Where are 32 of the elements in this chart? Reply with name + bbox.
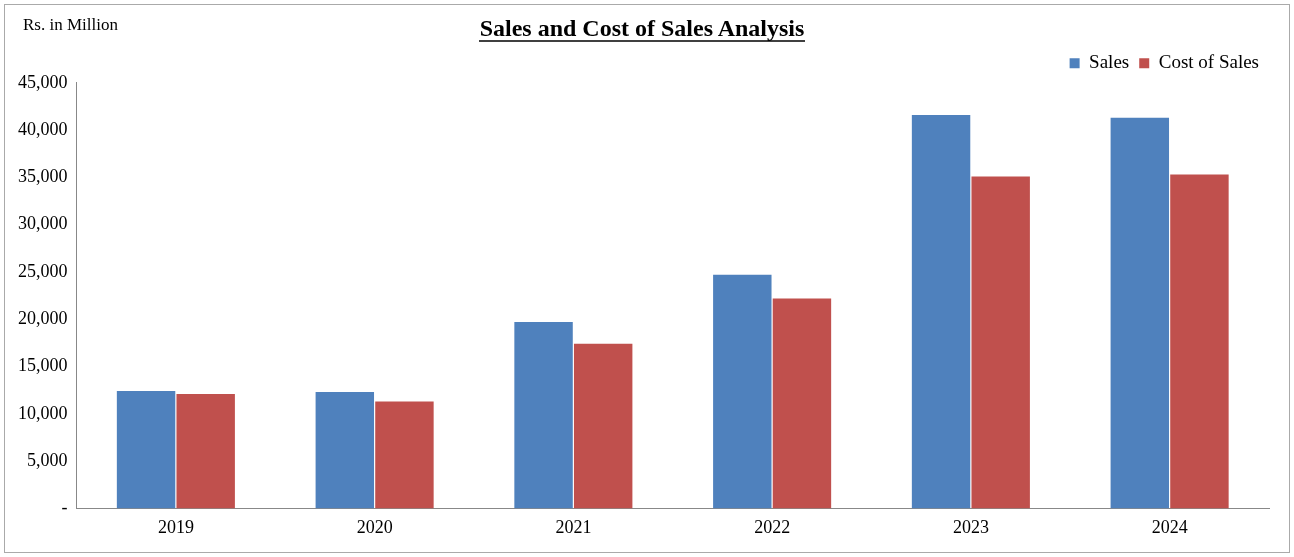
y-tick-label: 45,000 — [18, 71, 68, 92]
y-tick-label: 35,000 — [18, 166, 68, 187]
y-tick-label: 20,000 — [18, 307, 68, 328]
y-tick-label: 25,000 — [18, 260, 68, 281]
bar — [514, 322, 573, 509]
legend-label: Cost of Sales — [1158, 51, 1259, 73]
x-tick-label: 2023 — [952, 516, 989, 537]
bar — [911, 114, 971, 509]
bar — [971, 176, 1030, 509]
y-tick-label: 5,000 — [27, 449, 68, 470]
bar — [1110, 117, 1170, 509]
y-tick-label: - — [61, 497, 68, 518]
chart-title: Sales and Cost of Sales Analysis — [479, 14, 805, 41]
y-axis-title: Rs. in Million — [23, 14, 119, 34]
y-tick-label: 40,000 — [18, 118, 68, 139]
y-tick-label: 30,000 — [18, 213, 68, 234]
x-tick-label: 2019 — [157, 516, 194, 537]
bar — [176, 393, 235, 509]
bar — [315, 392, 375, 509]
x-tick-label: 2022 — [754, 516, 791, 537]
x-tick-label: 2020 — [356, 516, 393, 537]
legend-label: Sales — [1089, 51, 1130, 73]
bar — [116, 391, 176, 509]
x-tick-label: 2021 — [555, 516, 592, 537]
bar — [1170, 174, 1229, 509]
y-tick-label: 10,000 — [18, 402, 68, 423]
bar — [573, 343, 633, 509]
x-tick-label: 2024 — [1151, 516, 1188, 537]
y-tick-label: 15,000 — [18, 355, 68, 376]
bar — [713, 274, 772, 509]
bar — [375, 401, 434, 509]
bar — [772, 298, 832, 509]
